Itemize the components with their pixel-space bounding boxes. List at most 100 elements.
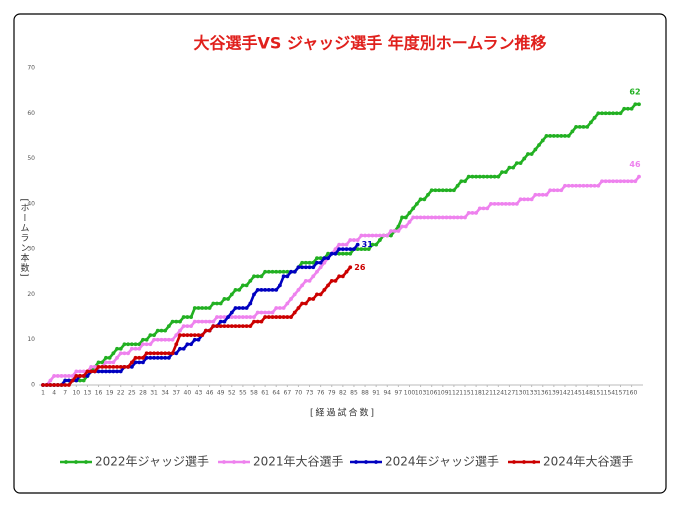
data-point [489, 174, 493, 179]
data-point [44, 383, 49, 387]
data-point [226, 315, 230, 319]
data-point [278, 315, 282, 319]
data-point [118, 364, 123, 369]
data-point [189, 333, 193, 338]
x-tick-label: 139 [548, 390, 560, 397]
data-point [229, 310, 234, 315]
data-point [600, 179, 604, 184]
data-point [189, 315, 193, 319]
data-point [340, 247, 345, 252]
data-point [337, 242, 342, 247]
data-point [289, 269, 293, 274]
data-point [252, 292, 256, 297]
data-point [370, 233, 375, 238]
data-point [200, 333, 205, 338]
data-point [607, 111, 612, 116]
data-point [540, 192, 545, 197]
data-point [374, 233, 379, 238]
data-point [600, 111, 604, 116]
data-point [437, 188, 441, 193]
data-point [526, 197, 530, 202]
data-point [244, 324, 249, 329]
x-tick-label: 109 [437, 390, 449, 397]
data-point [215, 301, 219, 306]
data-point [218, 319, 223, 324]
data-point [566, 134, 571, 138]
data-point [229, 315, 234, 319]
data-point [237, 306, 242, 310]
data-point [255, 288, 260, 292]
data-point [192, 337, 197, 342]
data-point [259, 288, 264, 292]
data-point [89, 369, 94, 374]
data-point [148, 351, 153, 356]
data-point [104, 360, 108, 365]
x-tick-label: 85 [350, 390, 358, 397]
data-point [348, 265, 353, 270]
data-point [570, 129, 575, 134]
data-point [63, 383, 68, 387]
data-point [107, 355, 112, 360]
data-point [159, 337, 164, 342]
data-point [155, 355, 160, 360]
data-point [155, 351, 160, 356]
y-tick-label: 60 [27, 110, 35, 117]
data-point [178, 319, 182, 324]
data-point [115, 369, 119, 374]
x-tick-label: 16 [95, 390, 103, 397]
data-point [78, 378, 82, 383]
data-point [141, 342, 145, 347]
data-point [618, 179, 623, 184]
data-point [152, 355, 156, 360]
data-point [437, 215, 441, 220]
x-tick-label: 49 [217, 390, 225, 397]
data-point [100, 360, 105, 365]
data-point [614, 179, 619, 184]
data-point [296, 306, 301, 310]
data-point [503, 201, 508, 206]
data-point [596, 111, 601, 116]
data-point [196, 306, 201, 310]
data-point [322, 288, 327, 292]
data-point [166, 351, 171, 356]
data-point [252, 274, 256, 279]
data-point [500, 170, 504, 175]
data-point [178, 333, 182, 338]
data-point [292, 269, 297, 274]
data-point [222, 324, 227, 329]
data-point [622, 179, 627, 184]
data-point [344, 247, 349, 252]
data-point [111, 369, 116, 374]
data-point [85, 374, 90, 378]
data-point [181, 346, 186, 351]
end-value-label: 26 [354, 263, 366, 272]
data-point [74, 369, 79, 374]
legend-marker [522, 460, 526, 464]
data-point [392, 229, 397, 233]
data-point [170, 351, 175, 356]
data-point [444, 215, 449, 220]
legend-marker [222, 460, 226, 464]
y-axis-label: [ホームラン本数] [19, 198, 30, 277]
data-point [303, 265, 308, 270]
data-point [574, 183, 578, 188]
y-tick-label: 10 [27, 336, 35, 343]
data-point [315, 269, 319, 274]
x-tick-label: 7 [63, 390, 67, 397]
data-point [348, 251, 353, 256]
data-point [266, 269, 271, 274]
data-point [403, 215, 408, 220]
legend-label: 2024年ジャッジ選手 [385, 455, 499, 469]
y-tick-label: 70 [27, 65, 35, 72]
x-tick-label: 154 [604, 390, 616, 397]
x-axis-label: [経過試合数] [310, 407, 376, 419]
data-point [548, 134, 553, 138]
data-point [318, 260, 323, 265]
data-point [152, 333, 156, 338]
data-point [440, 188, 445, 193]
data-point [455, 183, 460, 188]
data-point [263, 315, 268, 319]
data-point [170, 319, 175, 324]
data-point [159, 328, 164, 333]
data-point [359, 233, 364, 238]
